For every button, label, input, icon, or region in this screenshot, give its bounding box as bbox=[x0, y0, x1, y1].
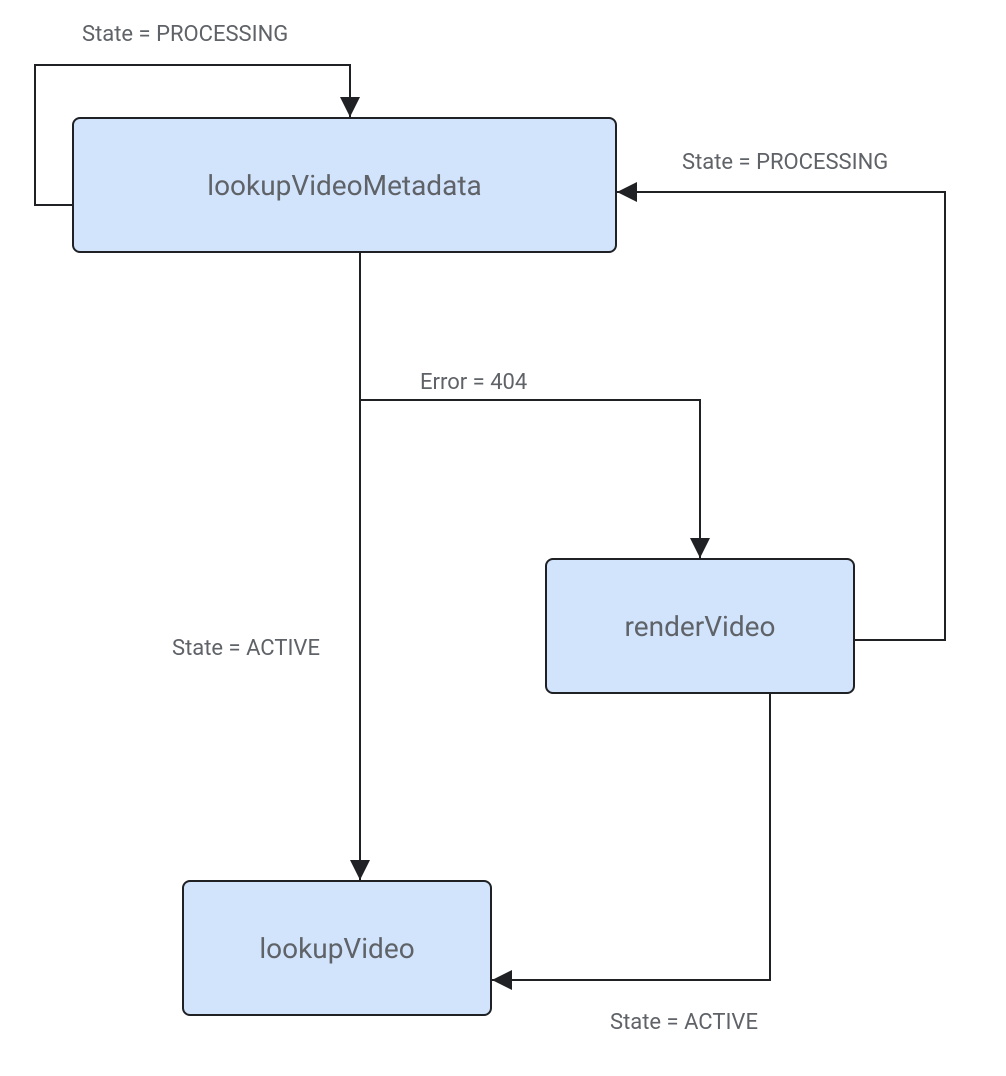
node-renderVideo: renderVideo bbox=[545, 558, 855, 694]
label-meta-to-lookup: State = ACTIVE bbox=[172, 636, 320, 661]
node-label-lookupVideo: lookupVideo bbox=[259, 932, 414, 965]
edge-meta-to-render bbox=[360, 400, 700, 558]
label-render-to-meta: State = PROCESSING bbox=[682, 150, 888, 175]
edge-render-to-lookup bbox=[492, 694, 770, 980]
label-render-to-lookup: State = ACTIVE bbox=[610, 1010, 758, 1035]
node-lookupVideoMetadata: lookupVideoMetadata bbox=[72, 117, 617, 253]
state-flowchart: lookupVideoMetadata renderVideo lookupVi… bbox=[0, 0, 1006, 1076]
node-lookupVideo: lookupVideo bbox=[182, 880, 492, 1016]
node-label-renderVideo: renderVideo bbox=[625, 610, 776, 643]
label-selfloop: State = PROCESSING bbox=[82, 22, 288, 47]
node-label-lookupVideoMetadata: lookupVideoMetadata bbox=[207, 169, 481, 202]
label-meta-to-render: Error = 404 bbox=[420, 370, 527, 395]
